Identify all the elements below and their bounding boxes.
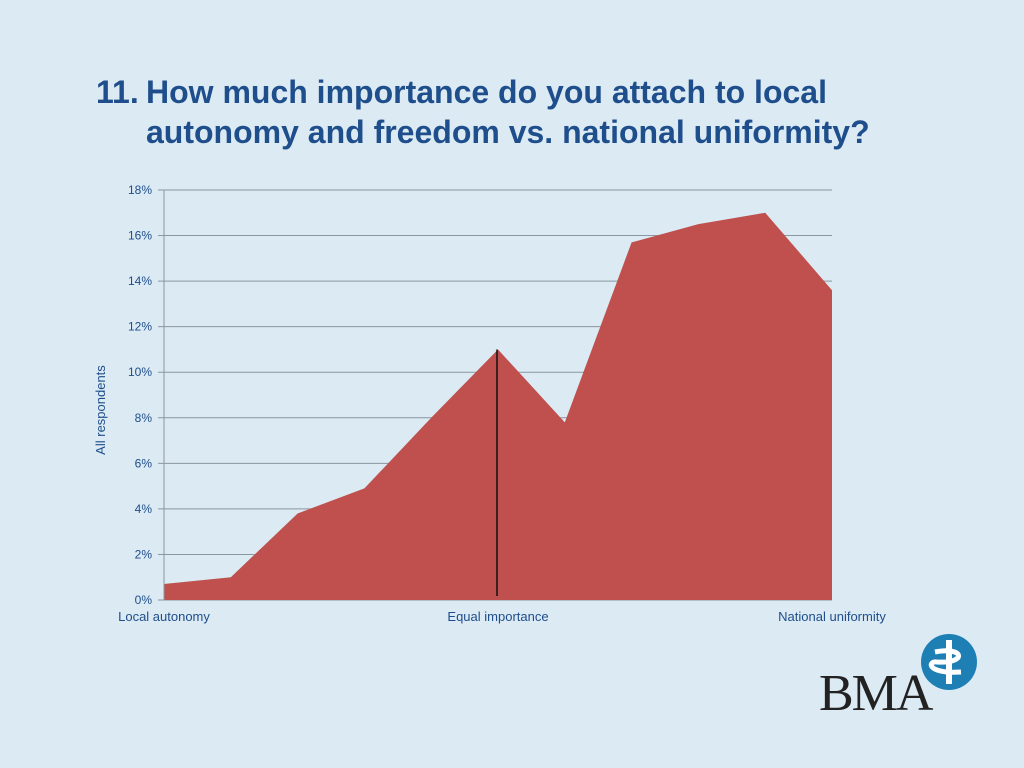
bma-emblem-icon <box>921 634 977 690</box>
x-tick-label: Local autonomy <box>118 609 210 624</box>
y-tick-label: 14% <box>128 274 152 288</box>
x-tick-label: Equal importance <box>447 609 548 624</box>
y-tick-label: 18% <box>128 183 152 197</box>
question-text: How much importance do you attach to loc… <box>146 74 870 150</box>
bma-logo: BMA <box>815 630 985 725</box>
bma-logo-text: BMA <box>819 665 933 722</box>
y-tick-label: 6% <box>135 456 153 470</box>
y-tick-label: 2% <box>135 547 153 561</box>
y-tick-label: 8% <box>135 411 153 425</box>
question-number: 11. <box>96 74 139 110</box>
x-axis-ticks: Local autonomy Equal importance National u… <box>118 609 886 624</box>
x-tick-label: National uniformity <box>778 609 886 624</box>
y-tick-label: 16% <box>128 229 152 243</box>
area-series <box>164 212 832 600</box>
y-tick-label: 12% <box>128 320 152 334</box>
y-axis-ticks: 0% 2% 4% 6% 8% 10% 12% 14% 16% 18% <box>128 183 164 607</box>
y-tick-label: 4% <box>135 502 153 516</box>
y-axis-label: All respondents <box>93 365 108 455</box>
y-tick-label: 0% <box>135 593 153 607</box>
y-tick-label: 10% <box>128 365 152 379</box>
